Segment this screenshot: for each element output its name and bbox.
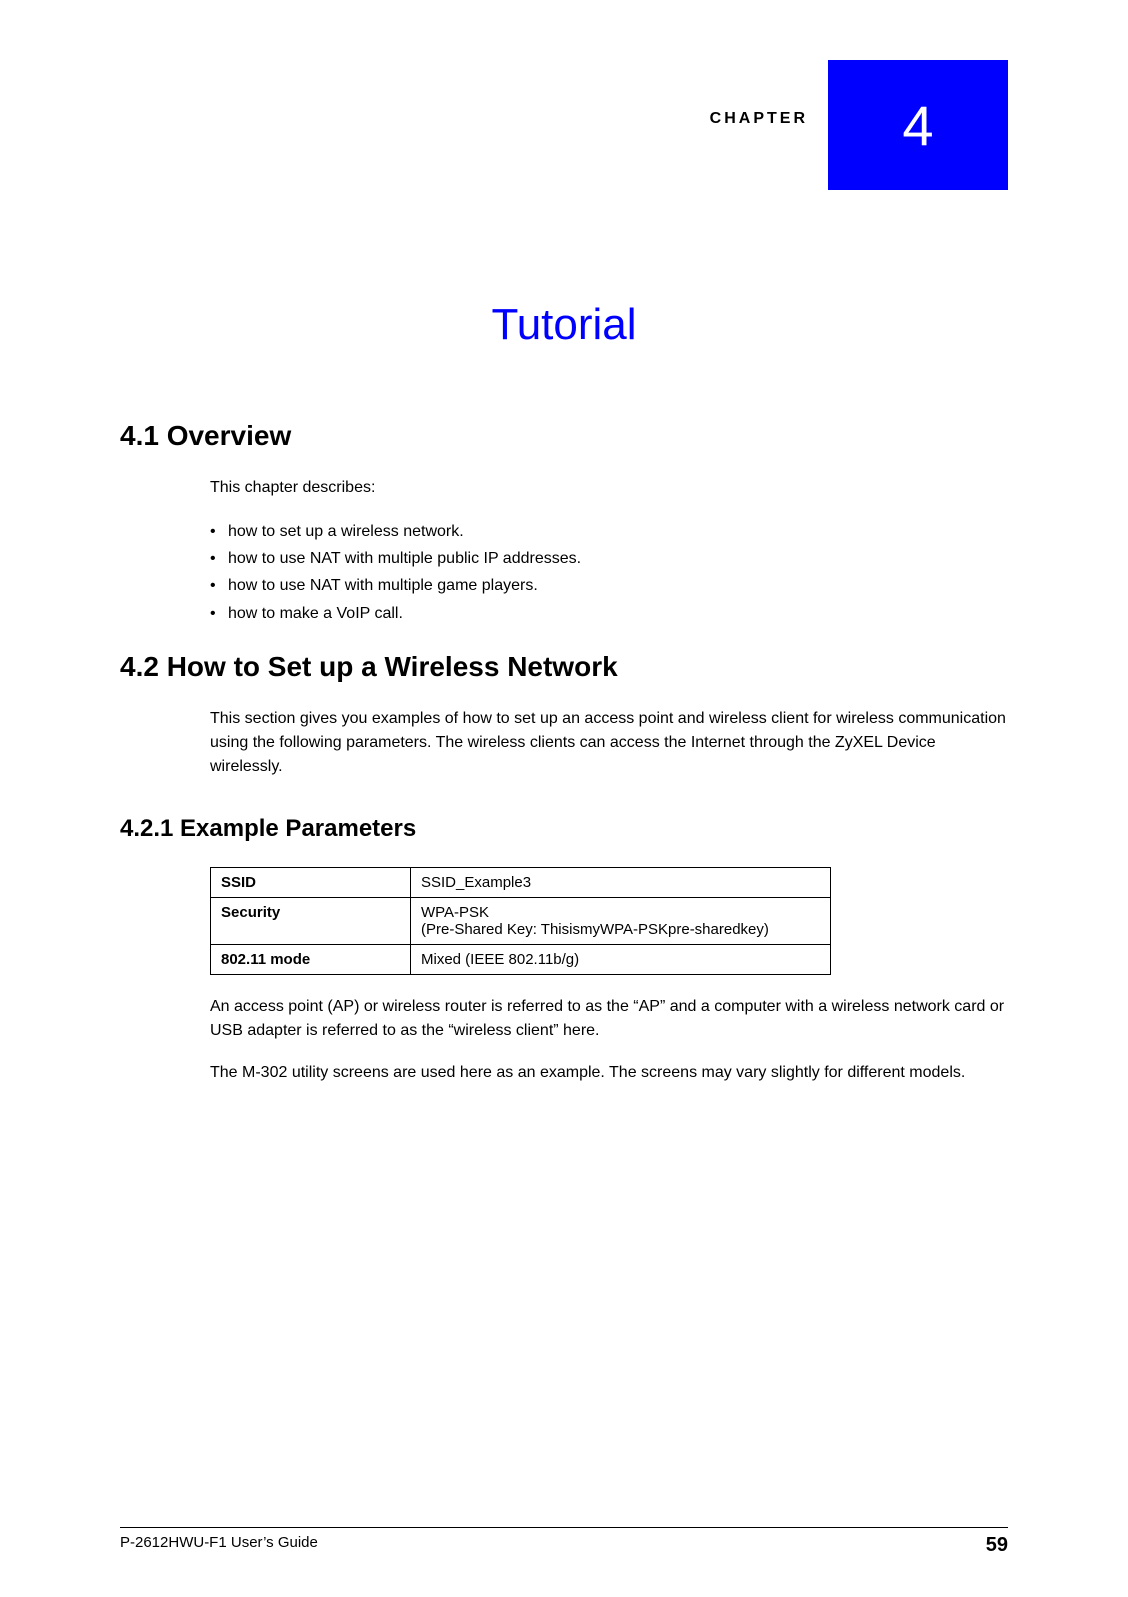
example-parameters-table: SSID SSID_Example3 Security WPA-PSK (Pre…	[210, 867, 831, 975]
table-row: 802.11 mode Mixed (IEEE 802.11b/g)	[211, 944, 831, 974]
bullet-item: how to use NAT with multiple public IP a…	[210, 545, 1008, 572]
section-4.2.1-heading: 4.2.1 Example Parameters	[120, 815, 1008, 843]
page: CHAPTER 4 Tutorial 4.1 Overview This cha…	[0, 0, 1128, 1597]
page-footer: P-2612HWU-F1 User’s Guide 59	[120, 1527, 1008, 1557]
bullet-item: how to use NAT with multiple game player…	[210, 572, 1008, 599]
section-4.1-intro: This chapter describes:	[210, 476, 1008, 500]
chapter-title: Tutorial	[120, 300, 1008, 350]
table-val: Mixed (IEEE 802.11b/g)	[411, 944, 831, 974]
bullet-item: how to set up a wireless network.	[210, 518, 1008, 545]
section-4.2.1-para2: The M-302 utility screens are used here …	[210, 1061, 1008, 1085]
section-4.1-bullets: how to set up a wireless network. how to…	[210, 518, 1008, 627]
table-key: SSID	[211, 867, 411, 897]
section-4.2.1-para1: An access point (AP) or wireless router …	[210, 995, 1008, 1043]
chapter-label: CHAPTER	[710, 110, 808, 128]
chapter-tab: 4	[828, 60, 1008, 190]
section-4.2-para: This section gives you examples of how t…	[210, 707, 1008, 779]
chapter-number: 4	[902, 93, 933, 158]
section-4.1-heading: 4.1 Overview	[120, 420, 1008, 452]
footer-guide-name: P-2612HWU-F1 User’s Guide	[120, 1534, 318, 1557]
table-row: Security WPA-PSK (Pre-Shared Key: Thisis…	[211, 897, 831, 944]
table-key: 802.11 mode	[211, 944, 411, 974]
bullet-item: how to make a VoIP call.	[210, 600, 1008, 627]
table-row: SSID SSID_Example3	[211, 867, 831, 897]
table-val: WPA-PSK (Pre-Shared Key: ThisismyWPA-PSK…	[411, 897, 831, 944]
table-val: SSID_Example3	[411, 867, 831, 897]
footer-page-number: 59	[986, 1534, 1008, 1557]
table-key: Security	[211, 897, 411, 944]
section-4.2-heading: 4.2 How to Set up a Wireless Network	[120, 651, 1008, 683]
